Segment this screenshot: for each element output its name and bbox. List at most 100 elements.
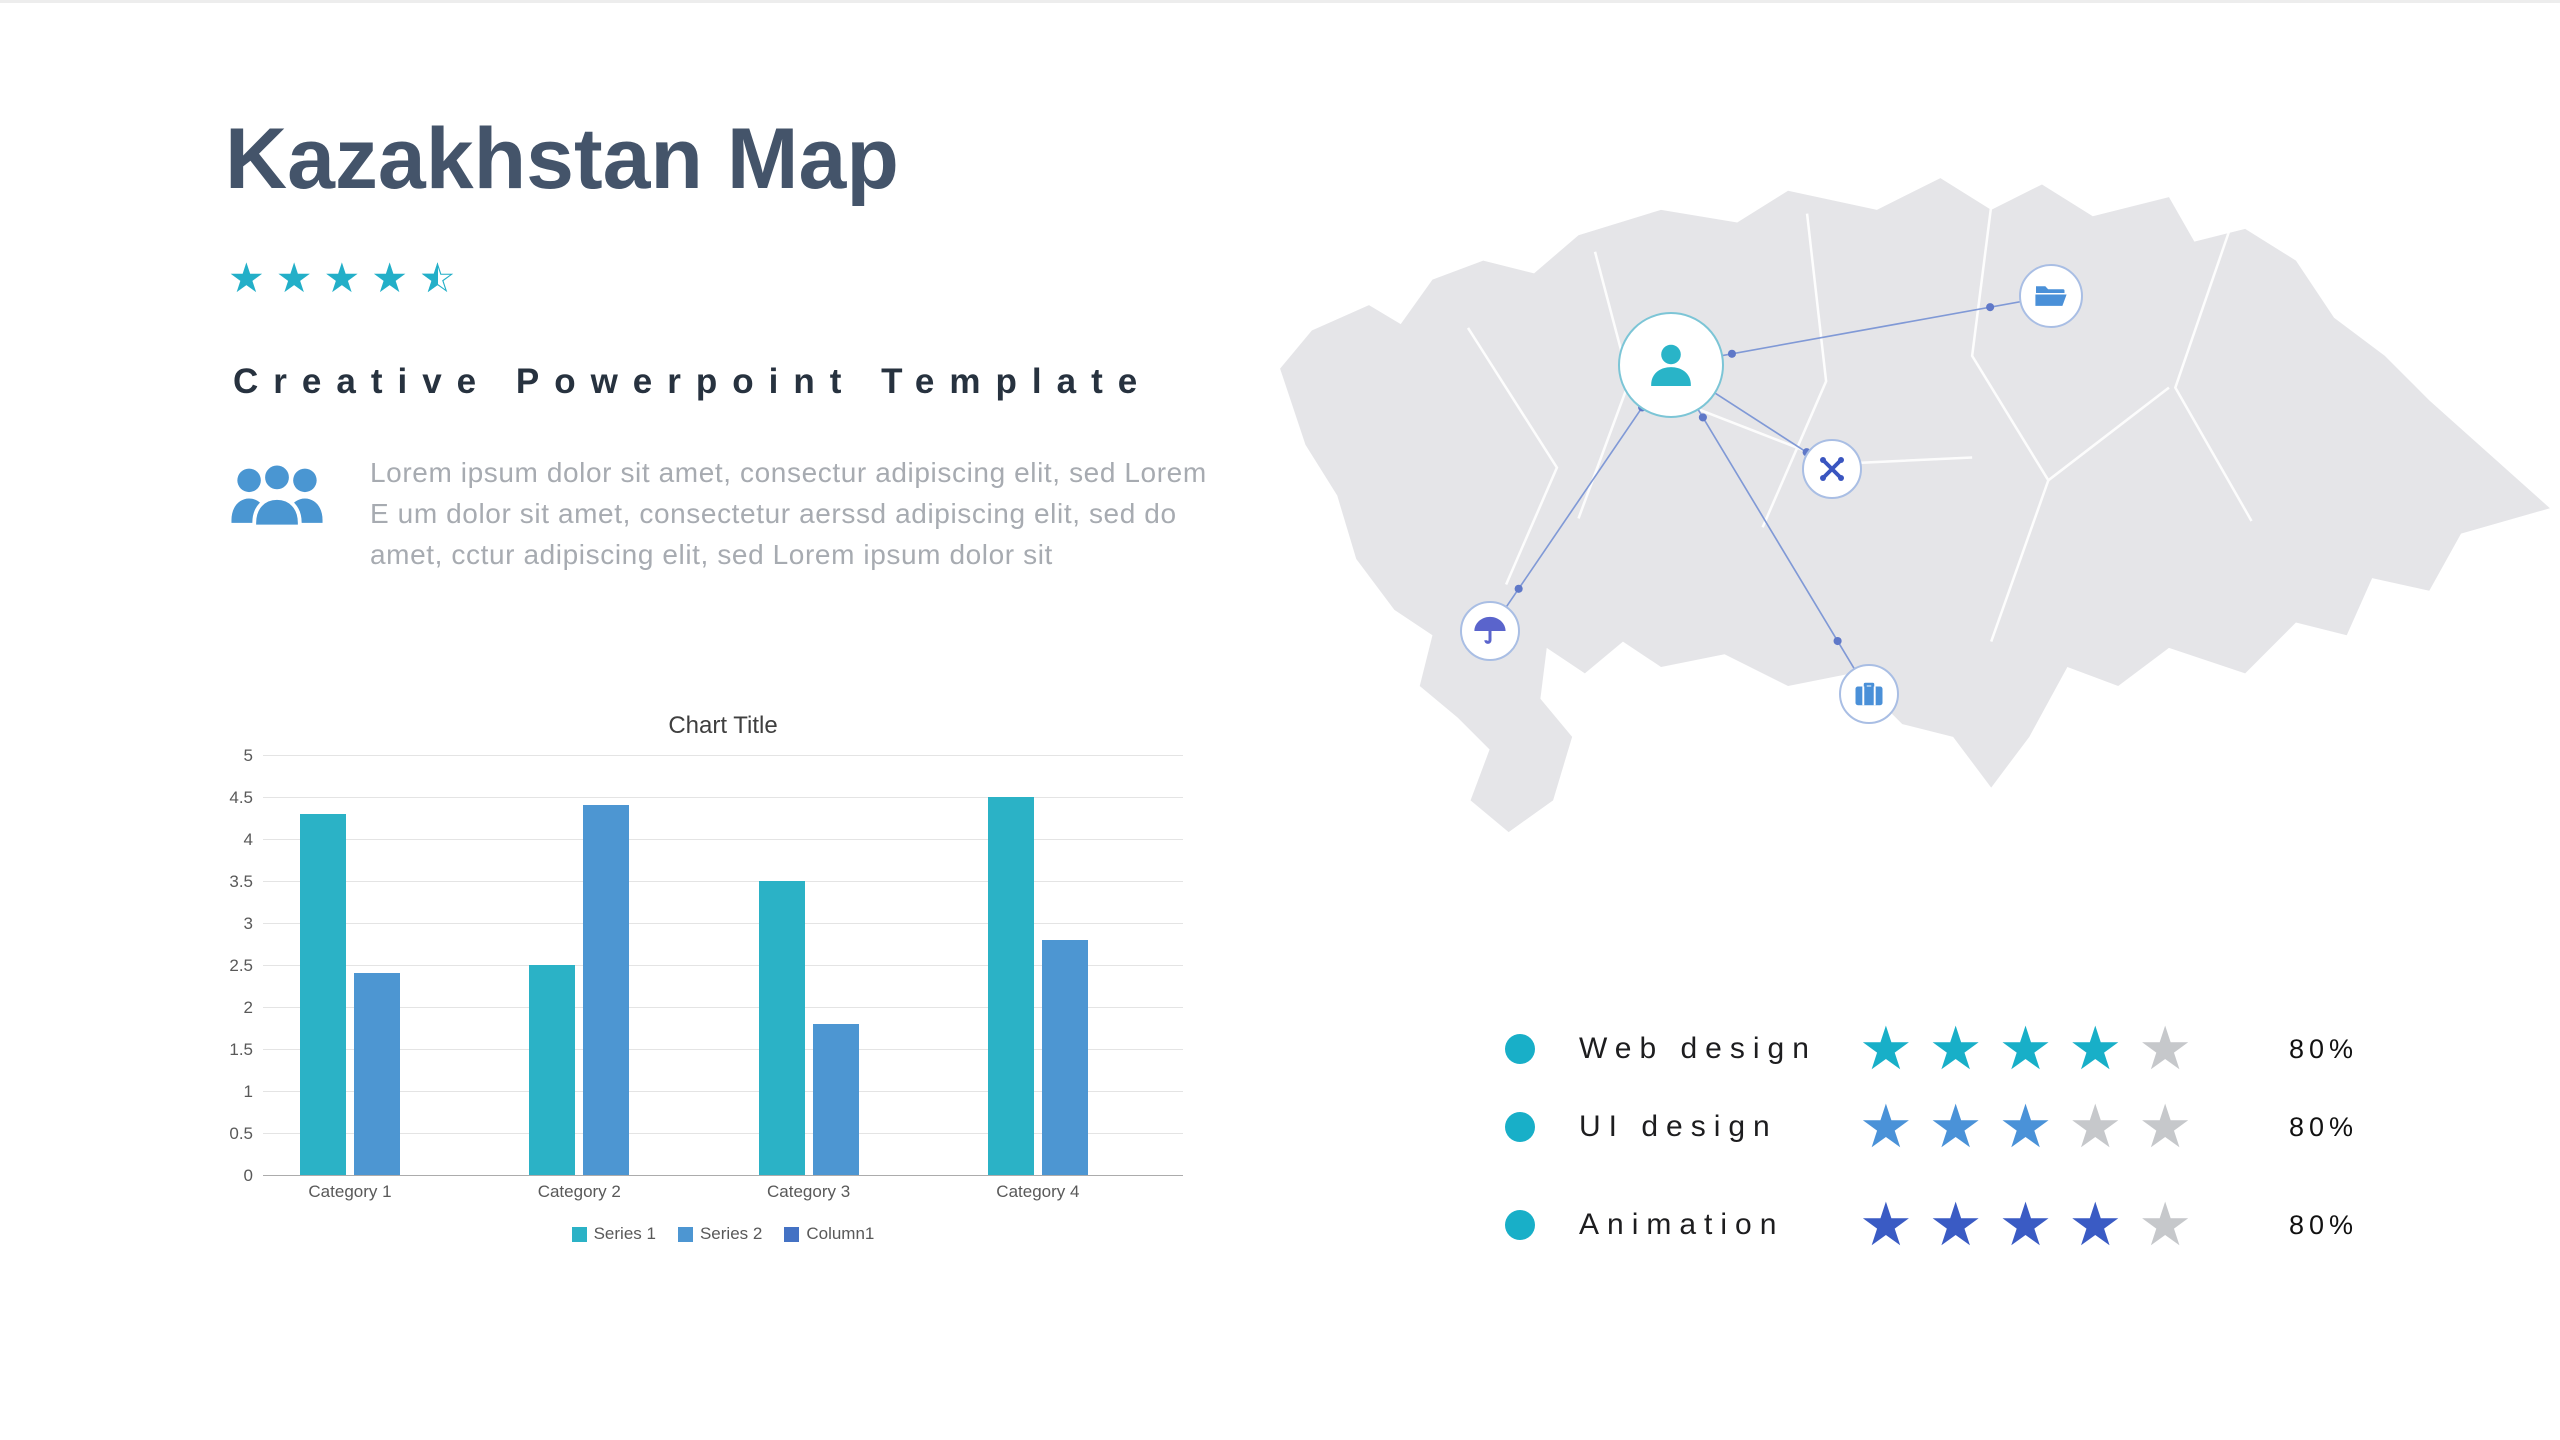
legend-item: Column1 bbox=[784, 1224, 874, 1244]
legend-item: Series 2 bbox=[677, 1224, 763, 1244]
bar-group bbox=[758, 881, 859, 1175]
country-silhouette bbox=[1280, 178, 2550, 833]
legend-swatch bbox=[571, 1226, 587, 1242]
half-star-fill: ★ bbox=[419, 258, 439, 299]
chart-plot: 0 0.5 1 1.5 2 2.5 3 3.5 4 4.5 5 bbox=[229, 746, 1183, 1185]
title-rating: ★ ★ ★ ★ ☆ ★ bbox=[228, 258, 456, 299]
star-icon: ★ bbox=[2068, 1015, 2123, 1082]
skill-percent: 80% bbox=[2289, 1111, 2359, 1142]
star-icon: ★ bbox=[323, 255, 361, 301]
y-axis-tick-label: 5 bbox=[243, 746, 253, 765]
bar-group bbox=[987, 797, 1088, 1175]
skill-stars: ★ ★ ★ ★ ★ bbox=[1859, 1097, 2289, 1157]
kazakhstan-map-shape bbox=[1280, 178, 2550, 833]
umbrella-icon bbox=[1472, 613, 1508, 649]
star-icon: ★ bbox=[1859, 1093, 1913, 1160]
legend-label: Column1 bbox=[806, 1224, 875, 1243]
person-icon bbox=[1643, 337, 1699, 393]
star-icon: ★ bbox=[275, 255, 313, 301]
bullet-icon bbox=[1505, 1112, 1535, 1142]
legend-swatch bbox=[784, 1226, 800, 1242]
chart-category-axis: Category 1 Category 2 Category 3 Category 4 bbox=[263, 1182, 1183, 1210]
chart-title: Chart Title bbox=[668, 712, 778, 739]
star-icon: ★ bbox=[1998, 1093, 2053, 1160]
connector-dot bbox=[1698, 413, 1707, 422]
chart-gridline bbox=[263, 1133, 1183, 1134]
y-axis-tick-label: 1 bbox=[243, 1082, 253, 1101]
skill-percent: 80% bbox=[2289, 1033, 2359, 1064]
chart-bar bbox=[583, 805, 630, 1175]
map-node-joomla bbox=[1802, 438, 1863, 499]
star-icon: ★ bbox=[2068, 1093, 2123, 1160]
bar-group bbox=[300, 813, 400, 1175]
chart-gridline bbox=[263, 923, 1183, 924]
chart-gridline bbox=[263, 839, 1183, 840]
chart-legend: Series 1 Series 2 Column1 bbox=[263, 1224, 1183, 1244]
chart-gridline bbox=[263, 755, 1183, 756]
legend-label: Series 1 bbox=[593, 1224, 656, 1243]
skill-row: Animation ★ ★ ★ ★ ★ 80% bbox=[1505, 1190, 2405, 1260]
people-group-icon bbox=[230, 458, 324, 532]
legend-item: Series 1 bbox=[571, 1224, 656, 1244]
chart-bar bbox=[529, 965, 576, 1175]
connector-dot bbox=[1986, 303, 1995, 312]
map-node-person bbox=[1618, 311, 1725, 418]
star-icon: ★ bbox=[1998, 1015, 2053, 1082]
star-icon: ★ bbox=[1928, 1015, 1983, 1082]
chart-bar bbox=[1041, 939, 1088, 1175]
slide-top-divider bbox=[0, 0, 2560, 3]
chart-bar bbox=[987, 797, 1034, 1175]
bar-group bbox=[529, 805, 630, 1175]
y-axis-tick-label: 3 bbox=[243, 914, 253, 933]
y-axis-tick-label: 4.5 bbox=[229, 788, 253, 807]
bar-chart: Chart Title 0 0.5 1 1.5 2 2.5 3 3.5 4 4.5 5 Catego… bbox=[208, 712, 1208, 1244]
star-icon: ★ bbox=[371, 255, 409, 301]
skill-label: Web design bbox=[1579, 1032, 1817, 1065]
star-icon: ★ bbox=[1928, 1093, 1983, 1160]
star-icon: ☆ ★ bbox=[419, 258, 456, 299]
skill-row: UI design ★ ★ ★ ★ ★ 80% bbox=[1505, 1092, 2405, 1162]
bullet-icon bbox=[1505, 1034, 1535, 1064]
connector-dot bbox=[1727, 349, 1737, 358]
chart-gridline bbox=[263, 1091, 1183, 1092]
subtitle: Creative Powerpoint Template bbox=[233, 362, 1153, 401]
skill-label: UI design bbox=[1579, 1110, 1778, 1143]
y-axis-tick-label: 2 bbox=[243, 998, 253, 1017]
bullet-icon bbox=[1505, 1210, 1535, 1240]
star-icon: ★ bbox=[228, 255, 265, 301]
y-axis-tick-label: 3.5 bbox=[229, 872, 253, 891]
chart-bar bbox=[812, 1023, 859, 1175]
skill-stars: ★ ★ ★ ★ ★ bbox=[1859, 1195, 2289, 1255]
star-outline-icon: ☆ bbox=[419, 255, 456, 301]
skill-row: Web design ★ ★ ★ ★ ★ 80% bbox=[1505, 1014, 2405, 1084]
y-axis-tick-label: 0.5 bbox=[229, 1124, 253, 1143]
chart-gridline bbox=[263, 1007, 1183, 1008]
star-icon: ★ bbox=[2068, 1191, 2123, 1258]
skill-percent: 80% bbox=[2289, 1209, 2359, 1240]
legend-label: Series 2 bbox=[699, 1224, 763, 1243]
kazakhstan-map bbox=[1280, 140, 2550, 860]
chart-bar bbox=[354, 973, 400, 1175]
chart-bar bbox=[300, 813, 346, 1175]
region-borders bbox=[1466, 205, 2253, 643]
legend-swatch bbox=[677, 1226, 693, 1242]
joomla-icon bbox=[1814, 451, 1850, 487]
chart-gridline bbox=[263, 797, 1183, 798]
page-title: Kazakhstan Map bbox=[225, 111, 899, 207]
map-node-briefcase bbox=[1839, 663, 1900, 724]
skill-stars: ★ ★ ★ ★ ★ bbox=[1859, 1019, 2289, 1079]
open-folder-icon bbox=[2033, 278, 2069, 314]
star-icon: ★ bbox=[1859, 1191, 1913, 1258]
map-node-folder bbox=[2018, 264, 2083, 329]
category-label: Category 2 bbox=[537, 1182, 621, 1201]
chart-gridline bbox=[263, 1049, 1183, 1050]
connector-dot bbox=[1833, 636, 1842, 646]
briefcase-icon bbox=[1851, 676, 1887, 712]
star-icon: ★ bbox=[1859, 1015, 1913, 1082]
chart-gridline bbox=[263, 881, 1183, 882]
chart-bar bbox=[758, 881, 805, 1175]
star-icon: ★ bbox=[1928, 1191, 1983, 1258]
category-label: Category 1 bbox=[308, 1182, 392, 1201]
star-icon: ★ bbox=[2138, 1093, 2192, 1160]
y-axis-tick-label: 4 bbox=[243, 830, 253, 849]
